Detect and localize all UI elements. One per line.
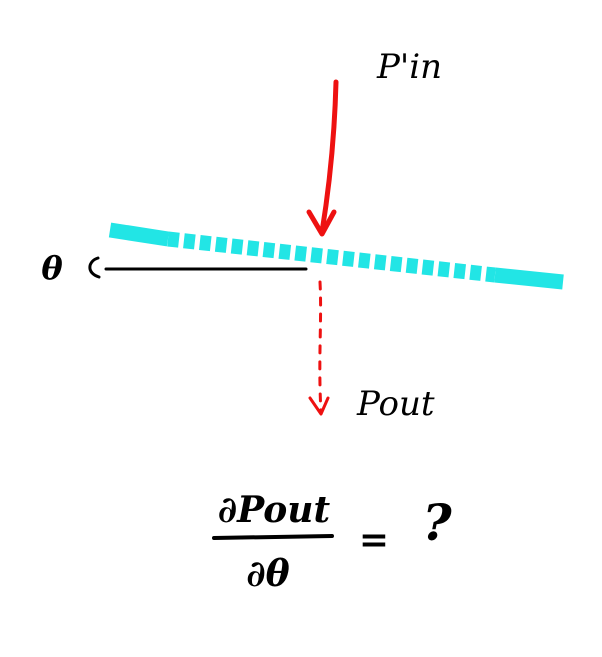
incoming-beam-arrowhead <box>306 209 337 237</box>
theta-label: θ <box>41 249 63 287</box>
outgoing-beam <box>308 280 330 416</box>
incoming-beam-line <box>319 79 339 235</box>
angle-mark <box>88 256 101 279</box>
beam-splitter <box>108 222 564 290</box>
question-mark: ? <box>422 493 452 552</box>
outgoing-beam-line <box>318 280 323 414</box>
fraction-bar <box>212 534 334 540</box>
beam-splitter-dashed-segment <box>167 231 496 283</box>
incoming-beam <box>306 79 339 237</box>
beam-splitter-right-segment <box>494 267 564 290</box>
equals-sign: = <box>359 519 389 561</box>
derivative-equation: ∂Pout ∂θ = ? <box>212 489 452 595</box>
equation-denominator: ∂θ <box>246 553 289 595</box>
equation-numerator: ∂Pout <box>218 489 331 531</box>
beam-splitter-left-segment <box>108 222 170 247</box>
p-out-label: Pout <box>356 384 435 424</box>
outgoing-beam-arrowhead <box>308 396 330 416</box>
p-in-label: P'in <box>376 47 442 87</box>
